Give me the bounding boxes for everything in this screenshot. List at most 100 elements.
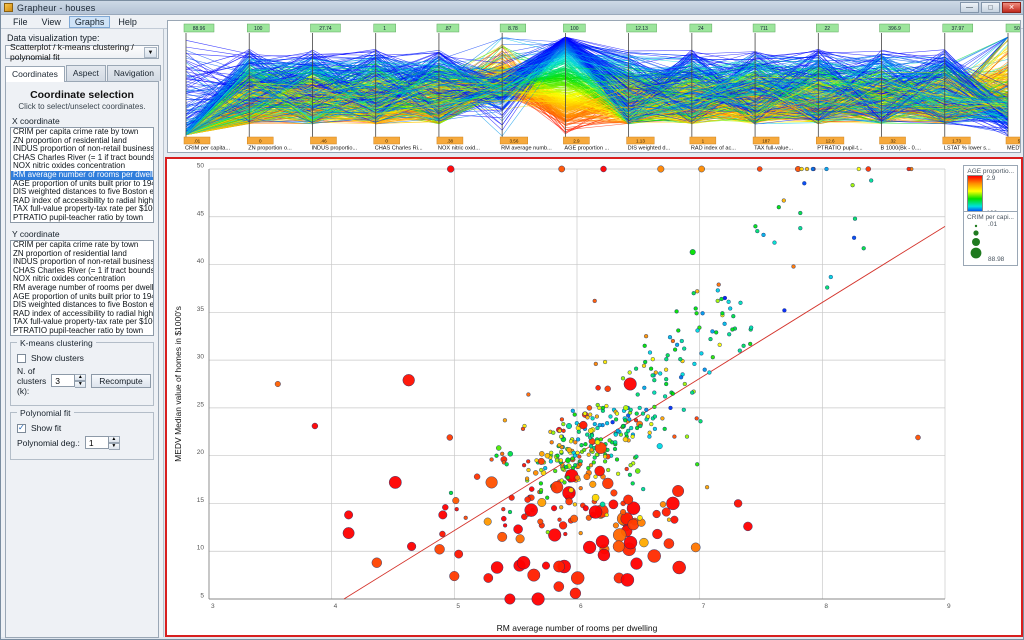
k-input[interactable] (51, 374, 76, 387)
minimize-icon: — (966, 4, 973, 11)
coordinate-item[interactable]: AGE proportion of units built prior to 1… (13, 292, 153, 301)
coordinate-item[interactable]: CHAS Charles River (= 1 if tract bounds … (13, 153, 153, 162)
svg-text:TAX full-value...: TAX full-value... (754, 146, 794, 152)
degree-stepper[interactable]: ▲ ▼ (84, 436, 120, 450)
svg-text:9: 9 (947, 603, 951, 610)
tab-coordinates[interactable]: Coordinates (5, 66, 65, 82)
coordinate-item[interactable]: DIS weighted distances to five Boston em… (13, 301, 153, 310)
svg-text:187: 187 (762, 139, 770, 144)
show-clusters-row[interactable]: Show clusters (17, 353, 147, 363)
coordinate-item[interactable]: CRIM per capita crime rate by town (13, 128, 139, 136)
k-stepper[interactable]: ▲ ▼ (51, 374, 87, 388)
parallel-coordinates-plot[interactable]: 88.96 .01 CRIM per capita... 100 0 ZN proport… (167, 20, 1021, 153)
viz-type-combobox[interactable]: Scatterplot / k-means clustering / polyn… (5, 42, 159, 62)
sidebar: Data visualization type: Scatterplot / k… (1, 29, 164, 638)
svg-text:.32: .32 (889, 139, 896, 144)
menu-item-file[interactable]: File (13, 16, 28, 27)
coordinate-item[interactable]: NOX nitric oxides concentration (13, 162, 126, 171)
degree-stepper-buttons[interactable]: ▲ ▼ (108, 436, 120, 450)
sidebar-tabs: Coordinates Aspect Navigation (5, 65, 162, 82)
show-fit-label: Show fit (31, 423, 62, 433)
y-axis-label: MEDV Median value of homes in $1000's (173, 306, 183, 462)
coordinate-item[interactable]: TAX full-value property-tax rate per $10… (13, 205, 153, 214)
size-legend-swatches (970, 224, 982, 259)
scatterplot-container[interactable]: 3 4 5 6 7 8 9 5 10 15 20 25 30 35 40 45 50 RM average num… (165, 157, 1023, 637)
scatterplot[interactable]: 3 4 5 6 7 8 9 5 10 15 20 25 30 35 40 45 50 RM average num… (167, 159, 1021, 635)
show-fit-row[interactable]: Show fit (17, 423, 147, 433)
color-legend[interactable]: AGE proportio... 2.9 100 (963, 165, 1018, 220)
coordinate-item[interactable]: CHAS Charles River (= 1 if tract bounds … (13, 266, 153, 275)
coordinate-item[interactable]: AGE proportion of units built prior to 1… (13, 179, 153, 188)
viz-type-value: Scatterplot / k-means clustering / polyn… (10, 42, 134, 62)
svg-text:25: 25 (197, 401, 205, 408)
tab-aspect[interactable]: Aspect (65, 65, 106, 81)
coordinate-item[interactable]: RAD index of accessibility to radial hig… (13, 196, 153, 205)
y-coordinate-listbox[interactable]: CRIM per capita crime rate by town ZN pro… (10, 240, 154, 336)
kmeans-group-label: K-means clustering (17, 338, 96, 348)
coordinate-item[interactable]: RM average number of rooms per dwelling (13, 283, 153, 292)
svg-text:30: 30 (197, 354, 205, 361)
coordinate-item[interactable]: ZN proportion of residential land (13, 136, 127, 145)
panel-title: Coordinate selection (30, 89, 134, 101)
close-button[interactable]: ✕ (1002, 2, 1021, 13)
coordinate-item[interactable]: PTRATIO pupil-teacher ratio by town (13, 326, 144, 335)
size-legend-max: 88.98 (988, 256, 1005, 263)
minimize-button[interactable]: — (960, 2, 979, 13)
svg-text:20: 20 (197, 449, 205, 456)
show-fit-checkbox[interactable] (17, 423, 26, 433)
x-coordinate-listbox[interactable]: CRIM per capita crime rate by town ZN pro… (10, 127, 154, 223)
title-bar: Grapheur - houses — □ ✕ (1, 1, 1023, 15)
svg-text:CRIM per capita...: CRIM per capita... (185, 146, 231, 152)
degree-stepper-down-icon[interactable]: ▼ (108, 443, 120, 450)
svg-text:DIS weighted d...: DIS weighted d... (628, 146, 671, 152)
k-stepper-buttons[interactable]: ▲ ▼ (75, 374, 87, 388)
menu-item-graphs[interactable]: Graphs (68, 15, 111, 28)
menu-item-help[interactable]: Help (118, 16, 137, 27)
close-icon: ✕ (1008, 4, 1015, 11)
coordinate-item[interactable]: ZN proportion of residential land (13, 249, 127, 258)
size-legend-min: .01 (988, 221, 998, 228)
coordinate-item[interactable]: RAD index of accessibility to radial hig… (13, 309, 153, 318)
show-clusters-checkbox[interactable] (17, 353, 26, 363)
coordinate-item[interactable]: PTRATIO pupil-teacher ratio by town (13, 213, 144, 222)
coordinate-item[interactable]: TAX full-value property-tax rate per $10… (13, 318, 153, 327)
kmeans-group: K-means clustering Show clusters N. of c… (10, 338, 154, 406)
degree-stepper-up-icon[interactable]: ▲ (108, 436, 120, 443)
k-stepper-up-icon[interactable]: ▲ (75, 374, 87, 381)
chevron-down-icon[interactable]: ▼ (144, 47, 157, 58)
svg-text:8.78: 8.78 (508, 26, 518, 32)
degree-input[interactable] (84, 436, 109, 449)
svg-text:INDUS proportio...: INDUS proportio... (311, 146, 357, 152)
coordinate-item[interactable]: NOX nitric oxides concentration (13, 275, 126, 284)
svg-text:50: 50 (197, 163, 205, 170)
svg-text:12.6: 12.6 (826, 139, 835, 144)
svg-text:12.13: 12.13 (635, 26, 648, 32)
svg-text:24: 24 (698, 26, 704, 32)
coordinate-item[interactable]: INDUS proportion of non-retail business (13, 145, 153, 154)
svg-text:100: 100 (570, 26, 579, 32)
svg-text:LSTAT % lower s...: LSTAT % lower s... (944, 146, 991, 152)
maximize-button[interactable]: □ (981, 2, 1000, 13)
coordinate-item[interactable]: DIS weighted distances to five Boston em… (13, 188, 153, 197)
svg-text:AGE proportion ...: AGE proportion ... (564, 146, 609, 152)
window-controls: — □ ✕ (960, 2, 1021, 13)
size-legend[interactable]: CRIM per capi... .01 88.98 (963, 211, 1018, 266)
menu-item-view[interactable]: View (41, 16, 61, 27)
svg-text:10: 10 (197, 545, 205, 552)
coordinate-item[interactable]: INDUS proportion of non-retail business (13, 258, 153, 267)
polyfit-group: Polynomial fit Show fit Polynomial deg.:… (10, 408, 154, 460)
k-stepper-down-icon[interactable]: ▼ (75, 381, 87, 388)
svg-text:0: 0 (259, 139, 262, 144)
tab-navigation[interactable]: Navigation (106, 65, 162, 81)
svg-text:3.56: 3.56 (509, 139, 518, 144)
coordinate-item[interactable]: RM average number of rooms per dwelling (11, 170, 153, 180)
svg-text:396.9: 396.9 (888, 26, 901, 32)
svg-text:.01: .01 (194, 139, 201, 144)
coordinate-item[interactable]: CRIM per capita crime rate by town (13, 241, 139, 249)
degree-label: Polynomial deg.: (17, 438, 80, 448)
svg-text:PTRATIO pupil-t...: PTRATIO pupil-t... (817, 146, 863, 152)
recompute-button[interactable]: Recompute (91, 374, 151, 388)
svg-text:35: 35 (197, 306, 205, 313)
